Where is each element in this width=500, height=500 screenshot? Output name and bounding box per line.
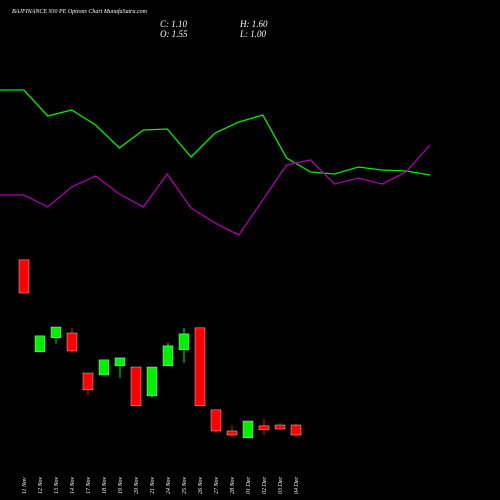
candle-body (66, 332, 78, 352)
x-tick-label: 21 Nov (150, 476, 156, 494)
close-label: C: 1.10 (160, 19, 188, 29)
candle-body (274, 424, 286, 430)
x-tick-label: 24 Nov (165, 476, 172, 494)
candle-body (146, 366, 158, 397)
candle-body (242, 420, 254, 439)
candle-body (82, 372, 94, 391)
x-tick-label: 13 Nov (54, 476, 60, 494)
x-tick-label: 11 Nov (22, 477, 28, 494)
candle-body (114, 357, 126, 367)
x-tick-label: 01 Dec (246, 477, 252, 494)
x-tick-label: 19 Nov (118, 476, 124, 494)
high-label: H: 1.60 (239, 19, 268, 29)
candle-body (210, 409, 222, 432)
candle-body (18, 259, 30, 294)
candle-body (98, 359, 110, 376)
x-tick-label: 20 Nov (134, 476, 140, 494)
line-series (0, 89, 431, 176)
low-label: L: 1.00 (239, 29, 267, 39)
x-tick-label: 26 Nov (198, 476, 204, 494)
candle-body (290, 424, 302, 436)
candle-body (50, 326, 62, 339)
candle-body (162, 345, 174, 367)
candle-body (226, 430, 238, 436)
candle-body (194, 327, 206, 407)
x-tick-label: 18 Nov (102, 476, 108, 494)
x-tick-label: 27 Nov (214, 476, 220, 494)
x-tick-label: 12 Nov (38, 476, 44, 494)
x-tick-label: 28 Nov (230, 476, 236, 494)
x-tick-label: 25 Nov (182, 476, 188, 494)
candle-body (178, 333, 190, 351)
x-tick-label: 17 Nov (86, 476, 92, 494)
x-tick-label: 03 Dec (278, 477, 284, 494)
open-label: O: 1.55 (160, 29, 188, 39)
x-tick-label: 14 Nov (69, 476, 76, 494)
x-tick-label: 02 Dec (262, 477, 268, 494)
x-tick-label: 04 Dec (293, 477, 300, 494)
chart-title: BAJFINANCE 930 PE Options Chart MunafaSu… (12, 8, 148, 15)
candle-body (258, 425, 270, 431)
candle-body (130, 366, 142, 407)
candle-body (34, 335, 46, 353)
line-series (0, 144, 431, 236)
